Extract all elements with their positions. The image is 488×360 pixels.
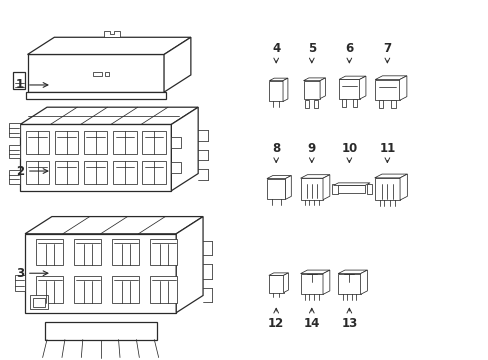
- Polygon shape: [27, 37, 190, 54]
- Polygon shape: [9, 145, 20, 158]
- Polygon shape: [341, 99, 345, 107]
- Polygon shape: [44, 321, 157, 339]
- Polygon shape: [323, 270, 329, 294]
- Polygon shape: [74, 276, 101, 302]
- Polygon shape: [266, 176, 291, 179]
- Polygon shape: [283, 78, 287, 102]
- Polygon shape: [269, 81, 283, 102]
- Polygon shape: [20, 125, 171, 191]
- Text: 11: 11: [379, 142, 395, 162]
- Polygon shape: [142, 161, 165, 184]
- Polygon shape: [26, 131, 49, 154]
- Polygon shape: [399, 76, 406, 100]
- Polygon shape: [390, 100, 395, 108]
- Polygon shape: [337, 270, 366, 274]
- Polygon shape: [26, 92, 165, 99]
- Text: 5: 5: [307, 42, 315, 63]
- Text: 8: 8: [271, 142, 280, 162]
- Text: 4: 4: [271, 42, 280, 63]
- Polygon shape: [74, 239, 101, 265]
- Polygon shape: [9, 170, 20, 184]
- Polygon shape: [171, 162, 181, 173]
- Polygon shape: [25, 217, 203, 234]
- Polygon shape: [320, 78, 325, 99]
- Polygon shape: [55, 131, 78, 154]
- Polygon shape: [84, 131, 107, 154]
- Polygon shape: [338, 80, 359, 99]
- Polygon shape: [150, 239, 177, 265]
- Polygon shape: [374, 178, 399, 200]
- Polygon shape: [150, 276, 177, 302]
- Polygon shape: [374, 76, 406, 80]
- Polygon shape: [333, 183, 369, 185]
- Polygon shape: [20, 107, 198, 125]
- Polygon shape: [374, 80, 399, 100]
- Polygon shape: [300, 270, 329, 274]
- Polygon shape: [142, 131, 165, 154]
- Polygon shape: [27, 54, 163, 92]
- Text: 9: 9: [307, 142, 315, 162]
- Polygon shape: [268, 273, 288, 275]
- Polygon shape: [33, 298, 45, 307]
- Polygon shape: [171, 107, 198, 191]
- Text: 14: 14: [303, 308, 319, 330]
- Polygon shape: [359, 76, 365, 99]
- Polygon shape: [9, 123, 20, 137]
- Polygon shape: [314, 100, 318, 108]
- Polygon shape: [399, 174, 407, 200]
- Polygon shape: [25, 234, 176, 313]
- Polygon shape: [268, 275, 283, 293]
- Text: 10: 10: [341, 142, 357, 162]
- Polygon shape: [113, 161, 136, 184]
- Polygon shape: [337, 274, 360, 294]
- Polygon shape: [300, 175, 329, 178]
- Polygon shape: [303, 78, 325, 81]
- Polygon shape: [15, 275, 25, 291]
- Polygon shape: [352, 99, 356, 107]
- Polygon shape: [176, 217, 203, 313]
- Polygon shape: [366, 184, 372, 194]
- Polygon shape: [305, 100, 309, 108]
- Polygon shape: [378, 100, 383, 108]
- Polygon shape: [333, 185, 365, 193]
- Text: 6: 6: [345, 42, 353, 63]
- Text: 1: 1: [16, 78, 48, 91]
- Text: 2: 2: [16, 165, 48, 177]
- Polygon shape: [266, 179, 285, 199]
- Polygon shape: [104, 31, 120, 37]
- Polygon shape: [84, 161, 107, 184]
- Polygon shape: [13, 72, 25, 89]
- Text: 13: 13: [341, 308, 357, 330]
- Polygon shape: [26, 161, 49, 184]
- Text: 3: 3: [16, 267, 48, 280]
- Polygon shape: [113, 131, 136, 154]
- Polygon shape: [269, 78, 287, 81]
- Polygon shape: [163, 37, 190, 92]
- Polygon shape: [55, 161, 78, 184]
- Polygon shape: [360, 270, 366, 294]
- Polygon shape: [112, 239, 139, 265]
- Text: 7: 7: [383, 42, 390, 63]
- Polygon shape: [36, 276, 63, 302]
- Polygon shape: [300, 274, 323, 294]
- Polygon shape: [283, 273, 288, 293]
- Polygon shape: [36, 239, 63, 265]
- Polygon shape: [338, 76, 365, 80]
- Polygon shape: [30, 296, 48, 309]
- Polygon shape: [171, 137, 181, 148]
- Polygon shape: [300, 178, 323, 200]
- Polygon shape: [112, 276, 139, 302]
- Polygon shape: [303, 81, 320, 99]
- Polygon shape: [331, 184, 337, 194]
- Text: 12: 12: [267, 308, 284, 330]
- Polygon shape: [323, 175, 329, 200]
- Polygon shape: [285, 176, 291, 199]
- Polygon shape: [374, 174, 407, 178]
